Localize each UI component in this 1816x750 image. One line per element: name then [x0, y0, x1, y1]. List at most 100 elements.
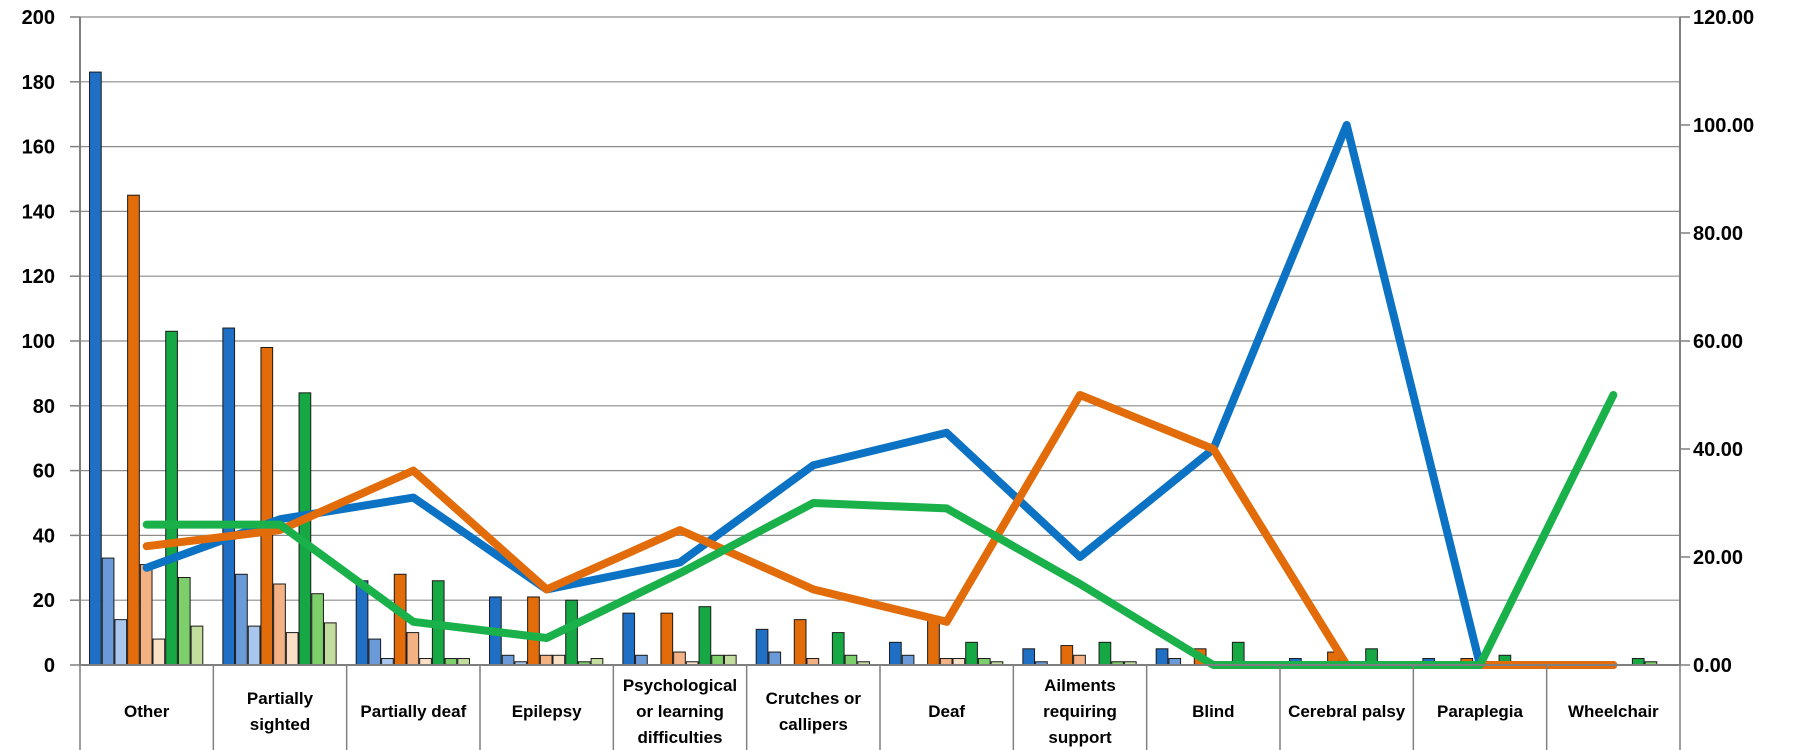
left-tick-label: 20	[33, 590, 55, 612]
bar	[152, 638, 166, 666]
bar	[889, 641, 902, 666]
left-tick-label: 0	[44, 655, 55, 677]
bar	[844, 654, 858, 666]
category-label: Partially deaf	[360, 702, 466, 721]
bar	[1060, 645, 1074, 666]
category-label-line: Paraplegia	[1437, 702, 1524, 721]
bar	[368, 638, 382, 666]
category-label-line: requiring	[1043, 702, 1117, 721]
left-tick-label: 100	[22, 331, 55, 353]
bar	[165, 330, 178, 666]
bar	[247, 625, 261, 666]
category-label: Paraplegia	[1437, 702, 1524, 721]
bar	[222, 327, 236, 666]
bar	[1098, 641, 1112, 666]
right-tick-label: 40.00	[1693, 439, 1743, 461]
line-series-group	[142, 121, 1618, 669]
gridlines	[80, 16, 1680, 601]
bar-series-group	[89, 71, 1658, 666]
left-axis-tick-labels: 0 20 40 60 80 100 120 140 160 180 200	[22, 7, 55, 677]
bar	[768, 651, 782, 666]
bar	[260, 346, 274, 666]
category-label: Deaf	[928, 702, 965, 721]
left-tick-label: 120	[22, 266, 55, 288]
bar	[831, 632, 845, 666]
bar	[673, 651, 686, 666]
bar	[565, 599, 578, 666]
right-tick-label: 80.00	[1693, 223, 1743, 245]
bar	[311, 593, 324, 666]
category-label: Crutches or callipers	[766, 689, 862, 734]
bar	[793, 619, 807, 666]
left-tick-label: 140	[22, 201, 55, 223]
bar	[190, 625, 204, 666]
bar	[755, 628, 769, 666]
bar	[527, 596, 540, 666]
bar	[285, 632, 299, 666]
bar	[1155, 648, 1169, 666]
bar	[711, 654, 724, 666]
category-label-line: difficulties	[637, 728, 722, 747]
left-tick-label: 80	[33, 396, 55, 418]
bar	[901, 654, 915, 666]
bar	[101, 557, 115, 666]
category-label-line: Psychological	[623, 676, 737, 695]
left-tick-label: 60	[33, 461, 55, 483]
category-label-line: Ailments	[1044, 676, 1116, 695]
right-tick-label: 60.00	[1693, 331, 1743, 353]
bar	[622, 612, 636, 666]
category-label: Epilepsy	[512, 702, 582, 721]
bar	[635, 654, 648, 666]
bar	[235, 573, 248, 666]
bar	[1022, 648, 1036, 666]
category-label-line: Cerebral palsy	[1288, 702, 1406, 721]
category-axis-labels: Other Partially sighted Partially deaf Epile…	[124, 676, 1659, 747]
bar	[273, 583, 286, 666]
right-tick-label: 100.00	[1693, 115, 1754, 137]
bar	[501, 654, 515, 666]
category-label: Psychological or learning difficulties	[623, 676, 737, 747]
category-label: Cerebral palsy	[1288, 702, 1406, 721]
right-tick-label: 20.00	[1693, 547, 1743, 569]
bar	[1073, 654, 1086, 666]
bar	[323, 622, 337, 666]
bar	[406, 632, 420, 666]
bar	[698, 606, 712, 666]
category-label: Wheelchair	[1568, 702, 1659, 721]
category-label-line: Crutches or	[766, 689, 862, 708]
bar	[139, 564, 153, 666]
category-label: Partially sighted	[247, 689, 314, 734]
bar	[355, 580, 369, 666]
right-axis-tick-labels: 0.00 20.00 40.00 60.00 80.00 100.00 120.00	[1693, 7, 1754, 677]
category-label-line: Wheelchair	[1568, 702, 1659, 721]
bar	[127, 194, 140, 666]
category-label-line: Deaf	[928, 702, 965, 721]
bar	[114, 619, 128, 666]
category-label-line: Partially	[247, 689, 314, 708]
bar	[89, 71, 102, 666]
category-label-line: sighted	[250, 715, 310, 734]
category-label-line: or learning	[636, 702, 724, 721]
left-tick-label: 200	[22, 7, 55, 29]
category-label: Other	[124, 702, 170, 721]
category-label: Ailments requiring support	[1043, 676, 1117, 747]
category-label-line: callipers	[779, 715, 848, 734]
right-tick-label: 120.00	[1693, 7, 1754, 29]
bar	[539, 654, 553, 666]
left-tick-label: 40	[33, 525, 55, 547]
axes	[70, 16, 1690, 750]
category-label-line: Epilepsy	[512, 702, 582, 721]
category-label-line: Other	[124, 702, 170, 721]
category-label-line: Blind	[1192, 702, 1235, 721]
category-label-line: Partially deaf	[360, 702, 466, 721]
bar	[660, 612, 674, 666]
category-label-line: support	[1048, 728, 1112, 747]
series-line	[142, 121, 1618, 669]
bar	[552, 654, 566, 666]
category-label: Blind	[1192, 702, 1235, 721]
bar	[177, 577, 191, 666]
bar	[298, 392, 312, 666]
left-tick-label: 160	[22, 137, 55, 159]
bar	[965, 641, 978, 666]
